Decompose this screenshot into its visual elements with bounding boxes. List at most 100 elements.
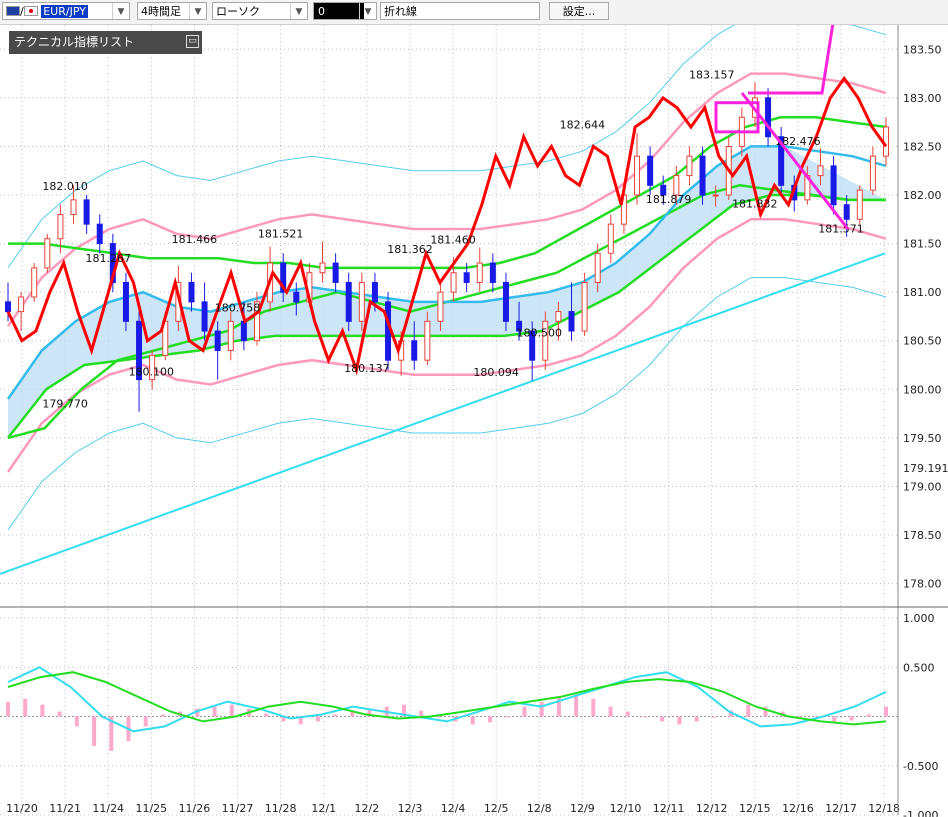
x-tick-label: 12/9 xyxy=(570,802,595,815)
osc-histogram-bar xyxy=(608,706,613,717)
settings-button[interactable]: 設定... xyxy=(549,2,609,20)
osc-tick-label: 0.500 xyxy=(903,661,935,674)
price-annotation: 182.010 xyxy=(42,180,88,193)
trend-down-line xyxy=(740,92,850,230)
y-tick-label: 178.00 xyxy=(903,578,942,591)
candle-body xyxy=(830,165,837,206)
price-chart: 11/20 11/21 11/24 11/25 11/26 11/27 11/28 12/1 1… xyxy=(0,25,948,817)
osc-histogram-bar xyxy=(229,704,234,717)
chevron-down-icon[interactable]: ▼ xyxy=(189,3,206,19)
price-annotation: 181.466 xyxy=(172,233,218,246)
x-tick-label: 12/5 xyxy=(484,802,509,815)
price-annotation: 180.100 xyxy=(129,366,175,379)
price-annotation: 180.500 xyxy=(517,327,563,340)
osc-histogram-bar xyxy=(470,716,475,725)
candle-body xyxy=(188,281,195,303)
candle-body xyxy=(319,262,326,274)
y-tick-label: 179.00 xyxy=(903,480,942,493)
candle-body xyxy=(201,301,208,332)
candle-body xyxy=(673,175,680,196)
x-tick-label: 12/2 xyxy=(355,802,380,815)
chevron-down-icon[interactable]: ▼ xyxy=(290,3,307,19)
candle-body xyxy=(44,238,51,269)
price-annotation: 181.879 xyxy=(646,193,692,206)
candle-body xyxy=(57,213,64,240)
x-tick-label: 12/3 xyxy=(398,802,423,815)
candle-body xyxy=(214,330,221,351)
osc-histogram-bar xyxy=(660,716,665,722)
candle-body xyxy=(5,301,11,313)
x-tick-label: 12/10 xyxy=(610,802,642,815)
price-annotation: 179.770 xyxy=(42,398,88,411)
osc-histogram-bar xyxy=(419,710,424,717)
symbol-label: EUR/JPY xyxy=(41,5,88,18)
osc-histogram-bar xyxy=(505,716,510,718)
candle-body xyxy=(450,272,457,293)
candle-body xyxy=(122,281,129,322)
osc-histogram-bar xyxy=(92,716,97,747)
price-annotation: 180.137 xyxy=(344,362,390,375)
trend-up-line xyxy=(748,25,835,95)
osc-tick-label: -0.500 xyxy=(903,760,938,773)
candle-body xyxy=(411,340,418,361)
candle-body xyxy=(843,204,850,220)
flag-separator: / xyxy=(20,5,24,18)
line-type-field[interactable]: 折れ線 xyxy=(380,2,540,20)
x-tick-label: 12/18 xyxy=(868,802,900,815)
candle-body xyxy=(542,320,549,361)
x-tick-label: 12/16 xyxy=(782,802,814,815)
osc-histogram-bar xyxy=(539,701,544,717)
osc-histogram-bar xyxy=(832,716,837,722)
osc-histogram-bar xyxy=(74,716,79,727)
x-tick-label: 12/17 xyxy=(825,802,857,815)
osc-histogram-bar xyxy=(315,716,320,722)
timeframe-select[interactable]: 4時間足 ▼ xyxy=(137,2,207,20)
candle-body xyxy=(516,320,523,332)
candle-body xyxy=(96,223,103,245)
price-annotation: 181.832 xyxy=(732,197,778,210)
osc-histogram-bar xyxy=(195,708,200,717)
toolbar: / EUR/JPY ▼ 4時間足 ▼ ローソク ▼ 0 ▼ 折れ線 設定... xyxy=(0,0,948,25)
candle-body xyxy=(568,311,575,332)
osc-histogram-bar xyxy=(625,711,630,717)
candle-body xyxy=(647,155,654,186)
osc-histogram-bar xyxy=(574,694,579,717)
chevron-down-icon[interactable]: ▼ xyxy=(112,3,129,19)
y-tick-label: 181.00 xyxy=(903,286,942,299)
x-tick-label: 12/11 xyxy=(653,802,685,815)
price-annotation: 182.476 xyxy=(775,135,821,148)
candle-body xyxy=(293,291,300,303)
y-tick-label: 182.50 xyxy=(903,140,942,153)
bollinger-outer-lower-line xyxy=(7,277,887,531)
chevron-down-icon[interactable]: ▼ xyxy=(359,3,376,19)
candle-body xyxy=(699,155,706,196)
symbol-select[interactable]: / EUR/JPY ▼ xyxy=(2,2,130,20)
candle-body xyxy=(227,320,234,351)
compare-select[interactable]: 0 ▼ xyxy=(313,2,377,20)
long-ma-line xyxy=(0,252,886,575)
chart-style-select[interactable]: ローソク ▼ xyxy=(212,2,308,20)
candle-body xyxy=(83,199,90,225)
chart-style-label: ローソク xyxy=(216,5,260,18)
y-tick-label: 178.50 xyxy=(903,529,942,542)
candle-body xyxy=(660,184,667,196)
candle-body xyxy=(765,97,772,138)
candle-body xyxy=(463,272,470,283)
compare-value: 0 xyxy=(314,3,364,19)
x-tick-label: 11/21 xyxy=(49,802,81,815)
candle-body xyxy=(476,262,483,283)
y-tick-label: 180.00 xyxy=(903,383,942,396)
line-type-label: 折れ線 xyxy=(384,5,417,18)
candle-body xyxy=(607,223,614,254)
x-tick-label: 11/26 xyxy=(179,802,211,815)
price-annotation: 181.460 xyxy=(430,233,476,246)
osc-histogram-bar xyxy=(160,714,165,717)
ma-cyan-line xyxy=(6,145,887,400)
trend-box xyxy=(714,101,760,134)
candle-body xyxy=(240,320,247,342)
osc-histogram-bar xyxy=(143,716,148,727)
x-tick-label: 11/25 xyxy=(135,802,167,815)
indicator-list-panel[interactable]: テクニカル指標リスト ▭ xyxy=(9,31,202,54)
collapse-icon[interactable]: ▭ xyxy=(186,35,199,48)
osc-green-line xyxy=(7,671,887,726)
